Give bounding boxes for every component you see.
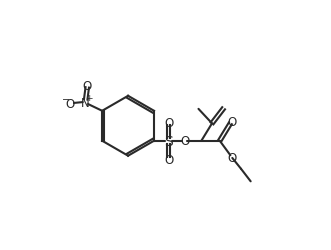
- Text: O: O: [227, 116, 237, 129]
- Text: O: O: [164, 116, 173, 129]
- Text: O: O: [65, 97, 74, 110]
- Text: S: S: [164, 134, 173, 148]
- Text: O: O: [227, 151, 236, 164]
- Text: N: N: [81, 96, 90, 109]
- Text: O: O: [164, 153, 173, 166]
- Text: −: −: [62, 94, 71, 104]
- Text: O: O: [83, 79, 92, 92]
- Text: O: O: [180, 135, 190, 148]
- Text: +: +: [85, 94, 93, 103]
